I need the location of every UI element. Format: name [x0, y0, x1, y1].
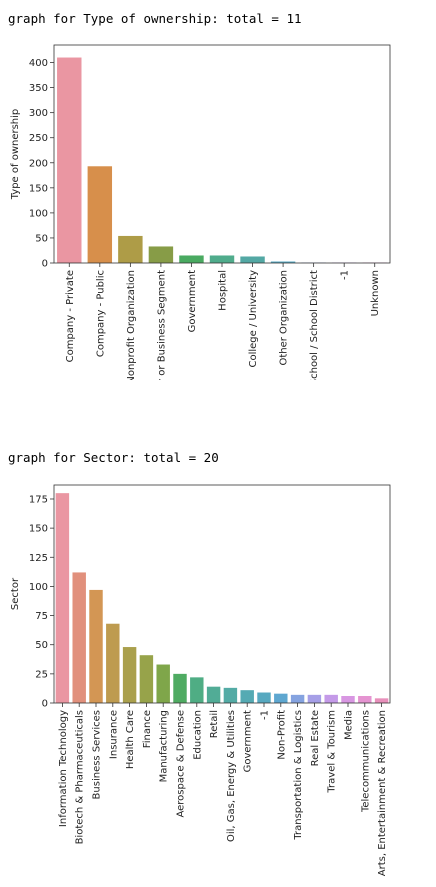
- sector-xtick-label-arts-entertainment-recreation: Arts, Entertainment & Recreation: [377, 710, 388, 876]
- ownership-xtick-label-college-university: College / University: [248, 270, 259, 368]
- sector-bar-business-services: [89, 589, 103, 703]
- ownership-ytick-label: 300: [29, 108, 48, 119]
- sector-bar-retail: [206, 686, 221, 703]
- sector-xtick-label-aerospace-defense: Aerospace & Defense: [176, 710, 187, 818]
- sector-ytick-label: 125: [29, 553, 48, 564]
- sector-ytick-label: 175: [29, 494, 48, 505]
- ownership-bar-chart: 0 50 100 150 200 250 300 350 400 Type of ownershi…: [10, 44, 391, 380]
- ownership-bar-hospital: [209, 255, 235, 263]
- sector-bar-real-estate: [307, 694, 322, 703]
- sector-xtick-label-insurance: Insurance: [108, 710, 119, 759]
- sector-xtick-label-travel-tourism: Travel & Tourism: [327, 710, 338, 794]
- ownership-xtick-label-school-school-district: School / School District: [309, 270, 320, 380]
- sector-y-axis-label: Sector: [10, 577, 21, 610]
- sector-plot-frame: [53, 484, 391, 704]
- sector-bar-travel-tourism: [324, 694, 338, 703]
- ownership-bar-nonprofit-organization: [118, 235, 143, 263]
- ownership-xtick-label-1: -1: [340, 270, 351, 280]
- ownership-ytick-label: 250: [29, 133, 48, 144]
- sector-bar-telecommunications: [358, 696, 372, 703]
- ownership-ytick-label: 150: [29, 183, 48, 194]
- sector-xtick-label-manufacturing: Manufacturing: [159, 710, 170, 782]
- sector-ytick-label: 25: [35, 669, 48, 680]
- ownership-ytick-label: 350: [29, 83, 48, 94]
- ownership-ytick-label: 200: [29, 158, 48, 169]
- ownership-y-axis-label: Type of ownership: [10, 109, 21, 201]
- ownership-bar-company-private: [57, 57, 82, 264]
- ownership-bar-company-public: [87, 166, 113, 263]
- sector-xtick-label-media: Media: [344, 710, 355, 740]
- ownership-bar-other-organization: [270, 261, 296, 263]
- ownership-xtick-label-company-private: Company - Private: [65, 270, 76, 362]
- ownership-xtick-label-unknown: Unknown: [370, 270, 381, 316]
- sector-ytick-label: 100: [29, 582, 48, 593]
- output-heading-sector: graph for Sector: total = 20: [8, 450, 219, 465]
- ownership-xtick-label-subsidiary-or-business-segment: Subsidiary or Business Segment: [156, 270, 167, 380]
- sector-bar-finance: [139, 655, 154, 703]
- sector-bar-chart: 0 25 50 75 100 125 150 175 Sector Information Tec…: [10, 484, 391, 876]
- sector-ytick-label: 150: [29, 524, 48, 535]
- sector-xtick-label-telecommunications: Telecommunications: [360, 710, 371, 813]
- sector-xtick-label-biotech-pharmaceuticals: Biotech & Pharmaceuticals: [75, 710, 86, 844]
- sector-bar-1: [257, 692, 271, 703]
- sector-bar-biotech-pharmaceuticals: [72, 572, 86, 703]
- sector-xtick-label-finance: Finance: [142, 710, 153, 748]
- output-heading-ownership: graph for Type of ownership: total = 11: [8, 11, 302, 26]
- ownership-bar-college-university: [240, 256, 265, 263]
- sector-xtick-label-government: Government: [243, 710, 254, 772]
- sector-xtick-label-retail: Retail: [209, 710, 220, 738]
- sector-ytick-label: 75: [35, 611, 48, 622]
- ownership-xtick-label-government: Government: [187, 270, 198, 332]
- ownership-ytick-label: 100: [29, 208, 48, 219]
- sector-xtick-label-transportation-logistics: Transportation & Logistics: [293, 710, 304, 841]
- sector-ytick-label: 0: [42, 699, 48, 710]
- ownership-bar-subsidiary-or-business-segment: [148, 246, 174, 263]
- ownership-xtick-label-other-organization: Other Organization: [279, 270, 290, 366]
- sector-bar-media: [341, 696, 355, 703]
- ownership-ytick-label: 0: [42, 259, 48, 270]
- sector-bar-transportation-logistics: [290, 694, 305, 703]
- ownership-ytick-label: 400: [29, 58, 48, 69]
- sector-bar-government: [240, 690, 254, 703]
- ownership-ytick-label: 50: [35, 233, 48, 244]
- sector-xtick-label-oil-gas-energy-utilities: Oil, Gas, Energy & Utilities: [226, 710, 237, 842]
- sector-xtick-label-business-services: Business Services: [92, 710, 103, 799]
- ownership-xtick-label-company-public: Company - Public: [95, 270, 106, 357]
- sector-bar-aerospace-defense: [173, 673, 187, 703]
- ownership-xtick-label-hospital: Hospital: [218, 270, 229, 311]
- sector-bar-manufacturing: [156, 664, 170, 703]
- sector-bar-oil-gas-energy-utilities: [223, 687, 238, 703]
- sector-xtick-label-health-care: Health Care: [125, 710, 136, 769]
- sector-xtick-label-real-estate: Real Estate: [310, 710, 321, 766]
- sector-bar-non-profit: [274, 693, 288, 703]
- sector-ytick-label: 50: [35, 640, 48, 651]
- sector-xtick-label-1: -1: [260, 710, 271, 720]
- sector-bar-health-care: [122, 647, 137, 703]
- ownership-xtick-label-nonprofit-organization: Nonprofit Organization: [126, 270, 137, 380]
- sector-xtick-label-information-technology: Information Technology: [58, 710, 69, 827]
- sector-bar-arts-entertainment-recreation: [374, 698, 389, 703]
- sector-xtick-label-education: Education: [192, 710, 203, 760]
- sector-xtick-label-non-profit: Non-Profit: [276, 710, 287, 760]
- sector-bar-information-technology: [55, 493, 70, 703]
- sector-bar-education: [190, 677, 204, 703]
- ownership-bar-government: [179, 255, 204, 263]
- sector-bar-insurance: [106, 623, 120, 703]
